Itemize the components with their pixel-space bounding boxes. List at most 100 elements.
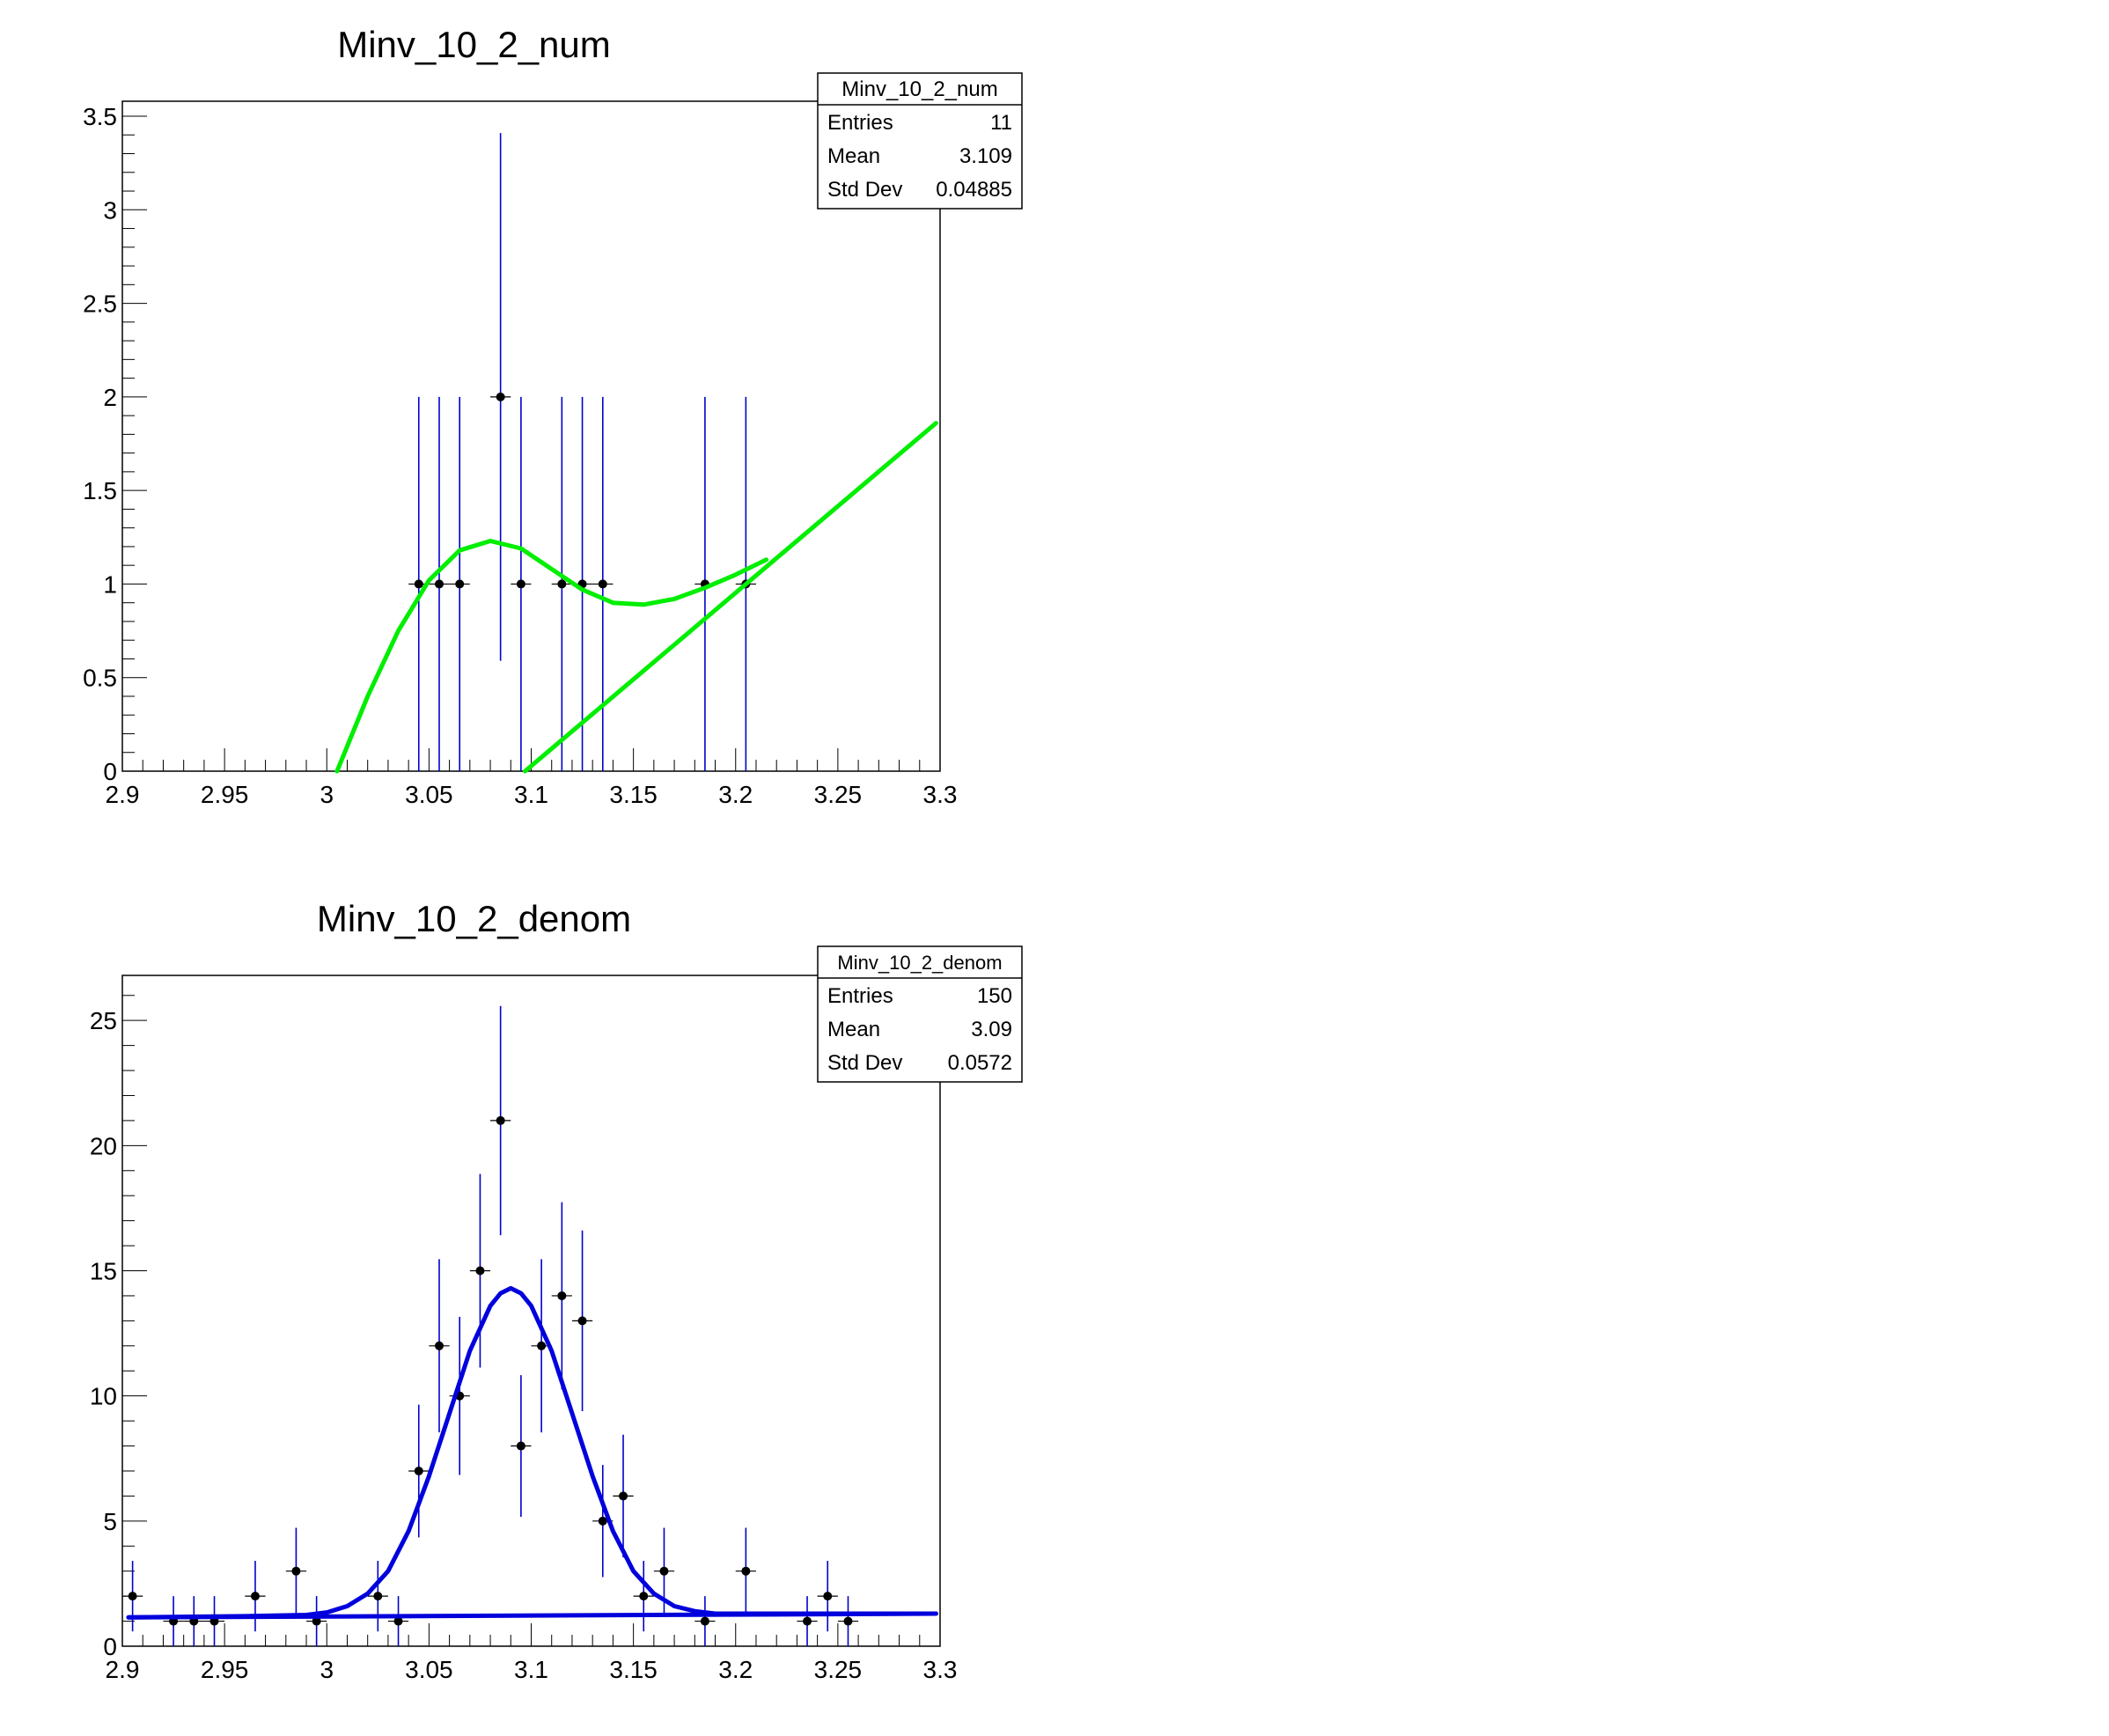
data-point — [511, 396, 532, 771]
x-tick-label: 3.2 — [718, 781, 753, 808]
x-tick-label: 3.15 — [609, 781, 658, 808]
data-point — [837, 1596, 859, 1646]
marker — [598, 579, 607, 589]
y-tick-label: 0 — [103, 758, 117, 785]
data-point — [429, 396, 450, 771]
y-tick-label: 2 — [103, 384, 117, 411]
chart-title: Minv_10_2_denom — [317, 898, 631, 939]
marker — [823, 1592, 833, 1601]
x-tick-label: 3.05 — [405, 781, 453, 808]
data-point — [735, 1527, 756, 1615]
marker — [414, 1466, 423, 1475]
data-point — [449, 1316, 470, 1475]
marker — [516, 1441, 525, 1451]
data-point — [387, 1596, 409, 1646]
marker — [291, 1566, 301, 1576]
stats-row-label: Entries — [827, 111, 893, 135]
y-tick-label: 1 — [103, 570, 117, 598]
marker — [557, 1291, 567, 1300]
data-point — [183, 1596, 204, 1646]
stats-box: Minv_10_2_num Entries 11 Mean 3.109 Std Dev 0.… — [817, 72, 1023, 210]
x-tick-label: 3.15 — [609, 1656, 658, 1683]
x-tick-label: 3 — [320, 781, 334, 808]
x-tick-label: 3.3 — [923, 1656, 958, 1683]
marker — [434, 579, 444, 589]
stats-row-label: Entries — [827, 984, 893, 1008]
marker — [639, 1592, 649, 1601]
data-point — [797, 1596, 818, 1646]
marker — [557, 579, 567, 589]
marker — [475, 1266, 485, 1276]
x-tick-label: 2.9 — [106, 781, 140, 808]
marker — [434, 1341, 444, 1350]
data-point — [817, 1561, 838, 1632]
marker — [700, 1616, 709, 1626]
stats-row-label: Mean — [827, 1018, 880, 1041]
marker — [496, 392, 505, 401]
x-tick-label: 3.1 — [514, 1656, 548, 1683]
data-point — [429, 1259, 450, 1433]
data-point — [408, 1404, 430, 1538]
stats-box: Minv_10_2_denom Entries 150 Mean 3.09 Std Dev… — [817, 945, 1023, 1083]
x-tick-label: 2.9 — [106, 1656, 140, 1683]
data-point — [449, 396, 470, 771]
stats-row-value: 3.09 — [971, 1018, 1012, 1041]
data-point — [163, 1596, 184, 1646]
stats-box-frame — [817, 72, 1023, 210]
y-tick-label: 2.5 — [83, 291, 117, 318]
x-tick-label: 3 — [320, 1656, 334, 1683]
stats-box-name: Minv_10_2_denom — [837, 952, 1002, 974]
y-tick-label: 0 — [103, 1633, 117, 1660]
data-point — [592, 396, 614, 771]
chart-title: Minv_10_2_num — [337, 24, 611, 65]
fit-curve — [126, 1285, 938, 1620]
data-point — [285, 1527, 307, 1615]
stats-box-frame — [817, 945, 1023, 1083]
x-tick-label: 3.25 — [814, 1656, 863, 1683]
data-point — [490, 1005, 511, 1236]
marker — [843, 1616, 853, 1626]
stats-box-name: Minv_10_2_num — [841, 77, 997, 101]
y-tick-label: 1.5 — [83, 477, 117, 504]
marker — [393, 1616, 403, 1626]
data-point — [571, 1230, 593, 1412]
stats-row-value: 0.0572 — [948, 1051, 1012, 1075]
marker — [803, 1616, 812, 1626]
data-point — [633, 1561, 654, 1632]
y-tick-label: 20 — [90, 1132, 117, 1159]
marker — [414, 579, 423, 589]
marker — [496, 1115, 505, 1125]
stats-row-label: Std Dev — [827, 178, 902, 202]
chart-panel-0: Minv_10_2_num 2.9 2.95 3 3.05 3.1 3.15 3.2 3.25 3… — [83, 24, 1023, 808]
x-tick-label: 3.3 — [923, 781, 958, 808]
stats-row-value: 150 — [977, 984, 1012, 1008]
x-tick-label: 3.1 — [514, 781, 548, 808]
y-tick-label: 5 — [103, 1508, 117, 1535]
x-tick-label: 2.95 — [201, 1656, 249, 1683]
y-tick-label: 15 — [90, 1258, 117, 1285]
data-point — [306, 1596, 327, 1646]
data-point — [551, 396, 572, 771]
marker — [619, 1491, 628, 1501]
stats-row-label: Std Dev — [827, 1051, 902, 1075]
stats-row-value: 0.04885 — [936, 178, 1012, 202]
marker — [312, 1616, 321, 1626]
fit-curve — [126, 1611, 938, 1620]
marker — [516, 579, 525, 589]
y-tick-label: 10 — [90, 1383, 117, 1410]
marker — [455, 579, 465, 589]
data-point — [245, 1561, 266, 1632]
data-point — [122, 1561, 143, 1632]
marker — [598, 1516, 607, 1526]
y-tick-label: 3.5 — [83, 103, 117, 130]
marker — [250, 1592, 260, 1601]
data-point — [613, 1434, 634, 1558]
marker — [577, 1316, 587, 1326]
stats-row-value: 3.109 — [959, 144, 1012, 168]
marker — [373, 1592, 383, 1601]
data-point — [203, 1596, 225, 1646]
stats-row-label: Mean — [827, 144, 880, 168]
x-tick-label: 3.25 — [814, 781, 863, 808]
data-point — [490, 133, 511, 661]
